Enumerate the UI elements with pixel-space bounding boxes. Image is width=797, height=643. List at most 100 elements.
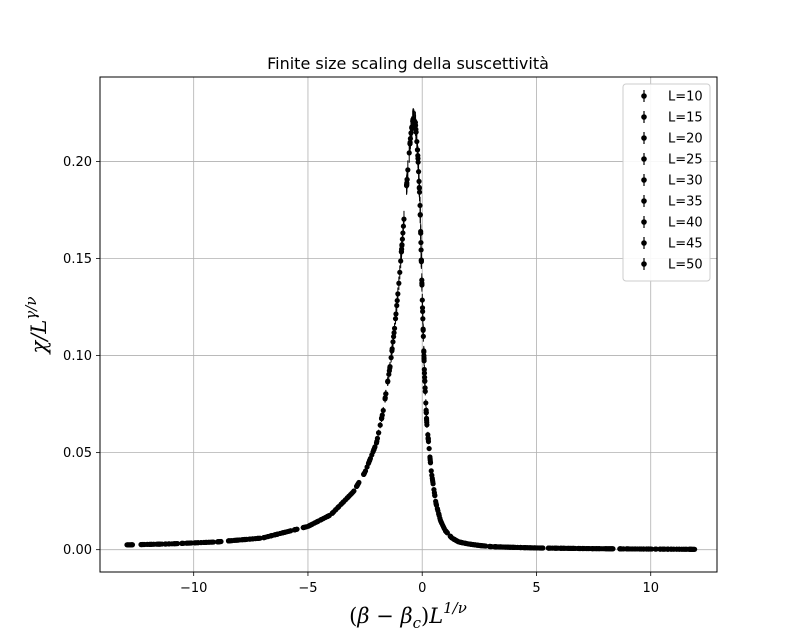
data-point (374, 435, 381, 441)
legend-item: L=15 (641, 111, 703, 126)
data-points (124, 108, 698, 552)
data-point (387, 365, 393, 371)
legend-item: L=50 (641, 258, 703, 273)
legend-marker (641, 93, 647, 99)
data-point (487, 543, 494, 550)
y-tick-label: 0.20 (63, 155, 92, 170)
data-point (421, 348, 427, 354)
legend-marker (641, 114, 647, 120)
legend-item: L=25 (641, 153, 703, 168)
data-point (390, 339, 396, 345)
data-point (370, 449, 376, 455)
data-point (421, 370, 428, 376)
data-point (400, 223, 407, 229)
data-point (275, 531, 281, 537)
data-point (254, 535, 260, 542)
data-point (638, 546, 644, 552)
data-point (417, 202, 423, 209)
data-point (335, 504, 341, 510)
data-point (528, 545, 535, 551)
data-point (346, 493, 352, 499)
y-tick-label: 0.05 (63, 446, 92, 461)
data-point (603, 546, 609, 552)
data-point (383, 391, 389, 397)
data-point (397, 269, 403, 275)
data-point (330, 510, 336, 516)
data-point (422, 378, 428, 384)
legend-label: L=35 (668, 195, 703, 210)
data-point (416, 189, 423, 195)
data-point (507, 544, 513, 550)
data-point (281, 529, 287, 536)
data-point (438, 519, 445, 526)
data-point (373, 440, 380, 446)
data-point (318, 516, 324, 523)
data-point (692, 546, 698, 552)
data-point (413, 129, 419, 135)
legend-item: L=35 (641, 195, 703, 210)
legend-marker (641, 135, 647, 141)
legend-marker (641, 198, 647, 204)
legend-item: L=10 (641, 90, 703, 105)
data-point (657, 546, 663, 552)
data-point (376, 430, 382, 436)
data-point (546, 545, 552, 551)
data-point (210, 539, 217, 545)
data-point (497, 544, 503, 550)
plot-frame (99, 76, 718, 573)
legend: L=10 L=15 L=20 L=25 L=30 L=35 L=40 L=45 L=50 (622, 83, 711, 282)
data-point (404, 176, 410, 183)
legend-label: L=15 (668, 111, 703, 126)
data-point (418, 257, 424, 263)
data-point (590, 546, 596, 552)
legend-marker (641, 177, 647, 183)
data-point (418, 228, 424, 235)
legend-marker (641, 240, 647, 246)
data-point (312, 519, 319, 526)
data-point (414, 138, 420, 145)
data-point (684, 546, 690, 552)
grid-lines (100, 77, 717, 572)
data-point (624, 546, 630, 552)
data-point (396, 280, 402, 286)
data-point (474, 542, 480, 548)
data-point (382, 395, 388, 401)
data-point (424, 422, 430, 428)
data-point (617, 546, 623, 552)
x-axis: −10 −5 0 5 10 (180, 572, 659, 596)
x-tick-label: 5 (532, 581, 540, 596)
legend-item: L=40 (641, 216, 703, 231)
data-point (661, 546, 667, 552)
data-point (361, 471, 367, 477)
data-point (406, 150, 412, 156)
data-point (423, 410, 429, 416)
legend-item: L=20 (641, 132, 703, 147)
data-point (395, 291, 401, 297)
legend-label: L=10 (668, 90, 703, 105)
data-point (429, 472, 435, 478)
data-point (420, 308, 426, 315)
legend-marker (641, 156, 647, 162)
data-point (512, 544, 518, 550)
legend-box (622, 83, 711, 282)
data-point (534, 545, 540, 551)
data-point (570, 545, 576, 551)
legend-item: L=45 (641, 237, 703, 252)
data-point (419, 277, 425, 283)
data-point (365, 460, 372, 467)
data-point (380, 407, 386, 414)
data-point (405, 167, 411, 173)
x-tick-label: −10 (180, 581, 207, 596)
data-point (247, 536, 253, 542)
x-axis-label: (β − βc)L1/ν (349, 599, 467, 632)
legend-item: L=30 (641, 174, 703, 189)
legend-label: L=50 (668, 258, 703, 273)
data-point (398, 258, 404, 264)
data-point (203, 539, 209, 545)
data-point (419, 297, 425, 303)
data-point (390, 334, 397, 340)
data-point (385, 379, 391, 385)
data-point (540, 545, 546, 551)
data-point (426, 445, 432, 452)
